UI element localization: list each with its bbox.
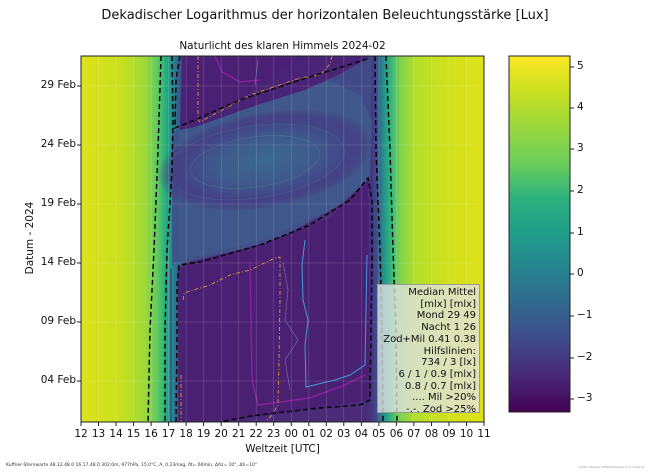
legend-header: Median Mittel [408,287,476,298]
x-tick-label: 13 [91,428,106,440]
colorbar-tick-label: −3 [577,392,593,404]
legend-row-nacht: Nacht 1 26 [421,322,476,334]
x-tick-label: 06 [389,428,404,440]
y-axis-label: Datum - 2024 [24,201,36,275]
x-tick-label: 02 [319,428,333,440]
x-tick-label: 08 [424,428,439,440]
y-tick-label: 24 Feb [40,138,76,150]
figure-title: Dekadischer Logarithmus der horizontalen… [101,8,549,23]
x-tick-label: 10 [459,428,474,440]
y-tick-label: 19 Feb [40,197,76,209]
x-tick-label: 01 [302,428,316,440]
legend-units: [mlx] [mlx] [420,298,476,310]
legend-helper-line: 734 / 3 [lx] [421,357,476,369]
legend-row-zodmil: Zod+Mil 0.41 0.38 [383,333,476,345]
y-tick-label: 09 Feb [40,315,76,327]
y-tick-label: 04 Feb [40,374,76,386]
x-tick-label: 17 [161,428,176,440]
legend-helper-line: 0.8 / 0.7 [mlx] [405,380,476,392]
colorbar-tick-label: −1 [577,309,593,321]
x-tick-label: 16 [144,428,158,440]
x-tick-label: 00 [284,428,298,440]
colorbar-tick-label: 4 [577,101,584,113]
legend-helper-mil: .... Mil >20% [412,392,476,404]
y-tick-label: 14 Feb [40,256,76,268]
x-tick-label: 21 [232,428,246,440]
x-tick-label: 14 [109,428,123,440]
colorbar-tick-label: 0 [577,267,584,279]
x-tick-label: 20 [214,428,228,440]
legend-box: Median Mittel [mlx] [mlx] Mond 29 49 Nac… [377,284,480,416]
legend-helper-title: Hilfslinien: [423,345,476,357]
x-tick-label: 09 [442,428,456,440]
colorbar-tick-label: 5 [577,60,584,72]
legend-helper-zod: -.-. Zod >25% [406,404,476,416]
x-tick-label: 22 [249,428,263,440]
legend-helper-line: 6 / 1 / 0.9 [mlx] [398,368,477,380]
x-tick-label: 05 [372,428,386,440]
x-tick-label: 23 [267,428,281,440]
colorbar [508,55,571,413]
colorbar-tick-label: 1 [577,226,584,238]
colorbar-tick-label: 3 [577,142,584,154]
x-tick-label: 07 [407,428,421,440]
x-tick-label: 15 [126,428,141,440]
x-tick-label: 19 [196,428,211,440]
x-tick-label: 12 [74,428,88,440]
footer-credit: Created: Weather, NLBW/Polarimeter v0.5.… [578,466,645,469]
colorbar-tick-label: 2 [577,184,584,196]
x-tick-label: 04 [354,428,369,440]
footer-metadata: Kuffner-Sternwarte 48.12.48.0 16.17.48.0… [6,463,258,468]
legend-row-mond: Mond 29 49 [416,310,476,322]
x-axis-label: Weltzeit [UTC] [245,443,320,455]
axes-title: Naturlicht des klaren Himmels 2024-02 [179,40,386,52]
x-tick-label: 11 [477,428,491,440]
y-tick-label: 29 Feb [40,79,76,91]
x-tick-label: 03 [337,428,351,440]
colorbar-tick-label: −2 [577,351,593,363]
x-tick-label: 18 [179,428,193,440]
